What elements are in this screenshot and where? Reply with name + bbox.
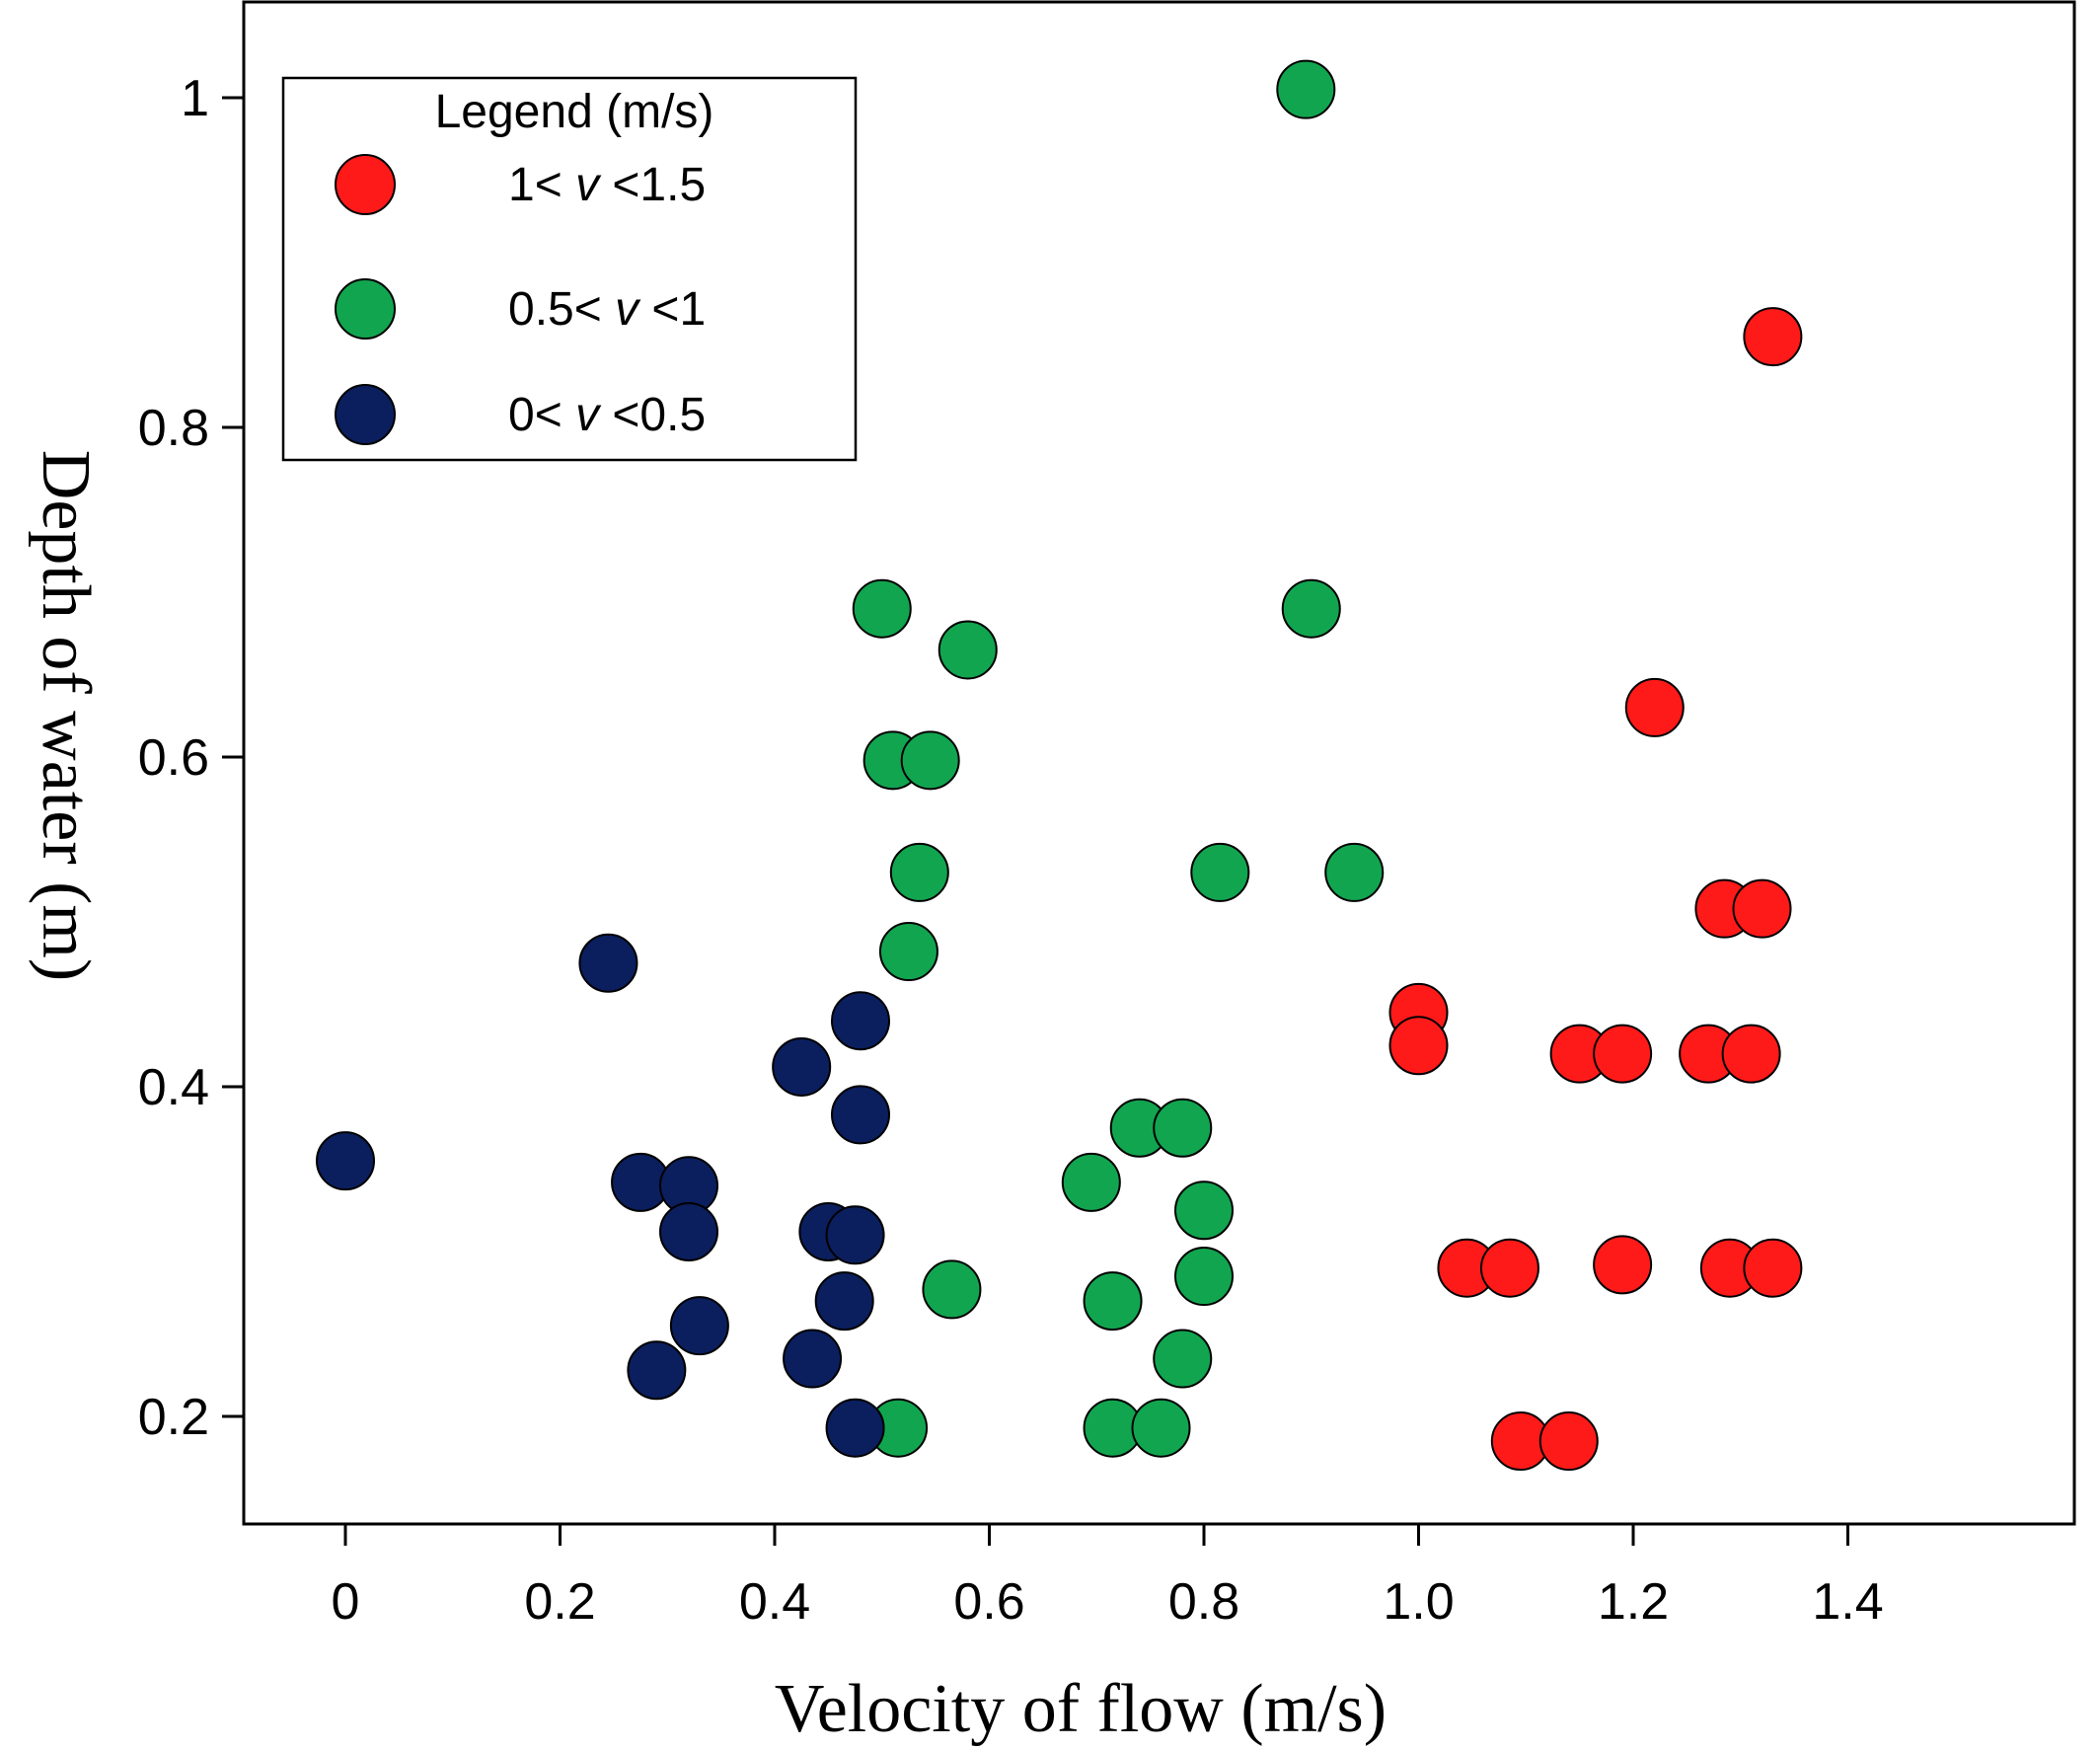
x-axis-title: Velocity of flow (m/s) [775,1671,1387,1747]
data-point [1479,1238,1539,1298]
legend-entries: 1< v <1.5 0.5< v <1 0< v <0.5 [335,154,706,445]
x-tick-label: 0 [332,1573,360,1631]
data-point [669,1296,729,1356]
legend-label: 0< v <0.5 [508,389,706,441]
legend-marker [335,384,396,445]
data-point [1153,1098,1213,1158]
data-point [316,1131,375,1191]
data-point [772,1036,832,1097]
y-axis-ticks: 0.2 0.4 0.6 0.8 1 [138,70,244,1446]
data-point [1732,878,1792,939]
legend: Legend (m/s) 1< v <1.5 0.5< v <1 0< v <0.5 [281,76,858,462]
data-point [1743,307,1803,367]
data-point [1624,677,1685,737]
legend-label: 0.5< v <1 [508,283,706,336]
legend-label: 1< v <1.5 [508,159,706,211]
series-2 [316,933,890,1458]
data-point [1721,1024,1781,1084]
data-point [878,922,938,982]
data-point [1388,1016,1449,1076]
legend-title: Legend (m/s) [435,86,714,138]
series-0 [1388,307,1803,1472]
data-point [1593,1235,1653,1295]
data-point [1743,1238,1803,1298]
legend-marker [335,154,396,215]
data-point [659,1201,718,1261]
data-point [852,578,912,639]
x-axis-ticks: 0 0.2 0.4 0.6 0.8 1.0 1.2 1.4 [332,1524,1884,1631]
series-1 [852,59,1385,1458]
data-point [1538,1411,1599,1472]
y-axis-title: Depth of water (m) [28,450,104,981]
data-points [316,59,1803,1472]
data-point [825,1398,885,1458]
y-tick-label: 0.4 [138,1059,209,1116]
x-tick-label: 1.0 [1383,1573,1454,1631]
legend-marker [335,278,396,340]
x-tick-label: 0.4 [739,1573,810,1631]
y-tick-label: 0.6 [138,729,209,787]
data-point [938,620,998,680]
data-point [1190,842,1250,902]
data-point [1174,1180,1234,1241]
data-point [1083,1271,1143,1332]
x-tick-label: 0.2 [524,1573,595,1631]
data-point [1061,1152,1121,1212]
data-point [814,1271,874,1332]
data-point [578,933,638,993]
plot-frame [242,0,2076,1526]
data-point [1324,842,1385,902]
data-point [900,730,960,791]
x-tick-label: 0.8 [1168,1573,1239,1631]
data-point [1153,1329,1213,1389]
data-point [825,1205,885,1265]
x-tick-label: 1.2 [1598,1573,1669,1631]
data-point [889,842,949,902]
data-point [627,1340,687,1401]
x-tick-label: 0.6 [953,1573,1024,1631]
y-tick-label: 1 [181,70,209,127]
data-point [831,1085,890,1145]
data-point [1174,1247,1234,1307]
data-point [922,1259,982,1320]
data-point [831,991,890,1051]
data-point [1276,59,1336,119]
data-point [1281,578,1341,639]
y-tick-label: 0.2 [138,1389,209,1446]
data-point [783,1329,843,1389]
data-point [1593,1024,1653,1084]
y-tick-label: 0.8 [138,400,209,457]
x-tick-label: 1.4 [1812,1573,1883,1631]
data-point [1131,1398,1191,1458]
